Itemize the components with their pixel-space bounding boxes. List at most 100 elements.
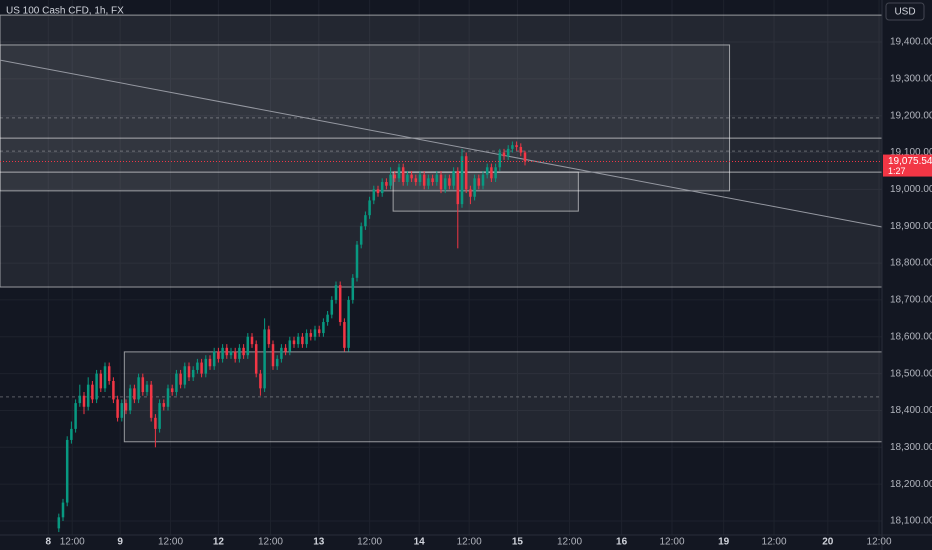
candle-body <box>254 344 258 374</box>
candle-body <box>498 152 502 168</box>
candle-body <box>393 174 397 179</box>
candle-body <box>233 351 237 359</box>
candle-body <box>359 226 363 245</box>
candle-body <box>406 174 409 183</box>
candle-body <box>82 395 86 407</box>
candle-body <box>322 322 325 334</box>
candle-body <box>208 358 212 367</box>
candle-body <box>57 517 61 529</box>
candle-body <box>179 373 182 385</box>
candle-body <box>397 167 401 179</box>
candle-body <box>431 178 434 183</box>
candle-body <box>158 403 161 429</box>
candle-body <box>65 439 69 503</box>
candle-body <box>305 333 308 345</box>
x-tick-label: 15 <box>512 537 524 548</box>
candle-body <box>414 178 418 183</box>
candle-body <box>275 358 279 367</box>
candle-body <box>145 384 149 393</box>
y-tick-label: 18,600.00 <box>890 331 932 342</box>
candle-body <box>154 417 157 429</box>
candle-body <box>418 174 422 183</box>
candle-body <box>380 182 384 194</box>
candle-body <box>485 167 489 175</box>
candle-body <box>149 384 153 418</box>
x-tick-label: 14 <box>414 537 426 548</box>
candle-body <box>141 377 145 393</box>
candle-body <box>372 189 376 201</box>
candle-body <box>238 347 241 359</box>
y-tick-label: 18,500.00 <box>890 368 932 379</box>
candle-body <box>166 388 170 407</box>
candle-body <box>204 358 208 374</box>
candle-body <box>368 200 371 216</box>
candle-body <box>86 384 90 407</box>
x-tick-label: 8 <box>46 537 52 548</box>
candle-body <box>439 174 443 190</box>
candle-body <box>250 336 254 345</box>
candle-body <box>99 373 103 389</box>
candle-body <box>385 182 388 186</box>
candle-body <box>443 178 447 190</box>
candle-body <box>229 351 233 356</box>
candle-body <box>128 388 132 411</box>
currency[interactable]: USD <box>894 7 915 18</box>
x-tick-label: 12:00 <box>659 537 684 548</box>
candle-body <box>212 351 216 367</box>
candle-body <box>259 373 262 389</box>
x-tick-label: 12:00 <box>158 537 183 548</box>
candle-body <box>133 388 136 400</box>
trendline <box>0 59 883 228</box>
candle-body <box>410 174 413 179</box>
candle-body <box>519 147 523 153</box>
x-tick-label: 12:00 <box>258 537 283 548</box>
candle-body <box>267 329 271 345</box>
candle-body <box>242 347 245 356</box>
x-tick-label: 20 <box>822 537 834 548</box>
candle-body <box>460 156 464 205</box>
candle-body <box>389 174 392 186</box>
y-tick-label: 19,200.00 <box>890 110 932 121</box>
candle-body <box>271 344 275 367</box>
candle-body <box>469 189 472 197</box>
candle-body <box>191 369 195 378</box>
x-tick-label: 13 <box>313 537 325 548</box>
candle-body <box>364 215 367 227</box>
candle-body <box>347 299 350 348</box>
candle-body <box>137 377 140 400</box>
x-tick-label: 12:00 <box>457 537 482 548</box>
candle-body <box>292 340 296 345</box>
candle-body <box>343 322 346 348</box>
y-tick-label: 19,300.00 <box>890 73 932 84</box>
candle-body <box>263 329 266 389</box>
x-tick-label: 12:00 <box>867 537 892 548</box>
candle-body <box>225 347 229 356</box>
y-tick-label: 18,800.00 <box>890 258 932 269</box>
candle-body <box>494 167 497 179</box>
candle-body <box>313 329 317 337</box>
y-tick-label: 19,100.00 <box>890 147 932 158</box>
candle-body <box>317 329 321 334</box>
candle-body <box>91 384 94 400</box>
y-tick-label: 19,400.00 <box>890 37 932 48</box>
candle-body <box>435 174 439 183</box>
candle-body <box>523 152 527 162</box>
last-price-label: 19,075.54 <box>888 156 932 167</box>
candle-body <box>200 362 203 374</box>
candle-body <box>120 403 124 418</box>
currency-button[interactable] <box>885 2 925 21</box>
candle-body <box>452 170 455 186</box>
candle-body <box>124 403 128 411</box>
candle-body <box>473 178 476 197</box>
y-tick-label: 18,300.00 <box>890 442 932 453</box>
candle-body <box>187 366 191 378</box>
candle-body <box>246 336 250 356</box>
candle-body <box>78 395 82 404</box>
x-tick-label: 12:00 <box>60 537 85 548</box>
candle-body <box>477 178 481 186</box>
candle-body <box>515 145 518 148</box>
y-tick-label: 18,700.00 <box>890 295 932 306</box>
candle-body <box>355 244 359 278</box>
